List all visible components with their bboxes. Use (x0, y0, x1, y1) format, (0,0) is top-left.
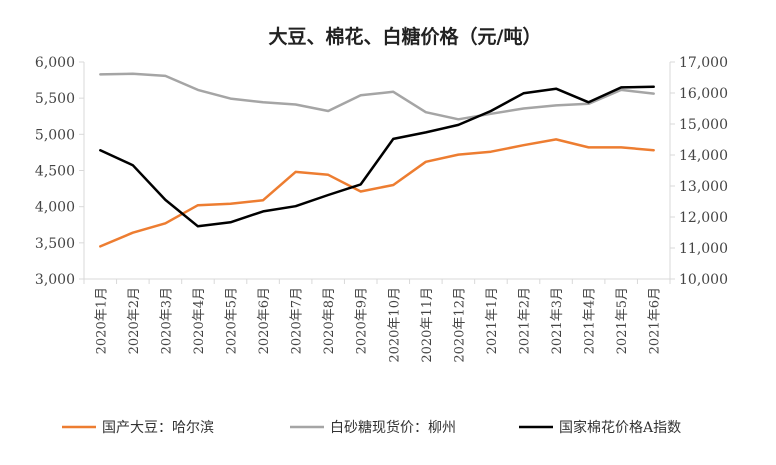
x-tick-label: 2021年4月 (583, 287, 598, 354)
right-tick-label: 11,000 (679, 241, 728, 257)
legend-label: 国产大豆：哈尔滨 (102, 420, 214, 436)
left-tick-label: 3,500 (35, 236, 75, 252)
x-tick-label: 2020年7月 (290, 287, 305, 354)
x-tick-label: 2020年3月 (159, 287, 174, 354)
x-tick-label: 2021年2月 (518, 287, 533, 354)
left-tick-label: 5,500 (35, 91, 75, 107)
legend-label: 国家棉花价格A指数 (559, 419, 681, 436)
x-tick-label: 2021年6月 (648, 287, 663, 354)
x-tick-label: 2020年11月 (420, 287, 435, 363)
x-tick-label: 2020年10月 (387, 287, 402, 363)
x-tick-label: 2020年5月 (225, 287, 240, 354)
x-tick-label: 2020年6月 (257, 287, 272, 354)
axes: 3,000 3,500 4,000 4,500 5,000 5,500 6,000 10,00… (35, 55, 728, 363)
legend: 国产大豆：哈尔滨 白砂糖现货价：柳州 国家棉花价格A指数 (62, 419, 681, 436)
left-tick-label: 4,000 (35, 200, 75, 216)
right-tick-label: 14,000 (679, 148, 728, 164)
series-line-3 (99, 85, 655, 228)
left-tick-label: 4,500 (35, 164, 75, 180)
chart-title: 大豆、棉花、白糖价格（元/吨） (269, 25, 542, 48)
left-tick-label: 3,000 (35, 272, 75, 288)
x-tick-label: 2020年1月 (94, 287, 109, 354)
x-tick-label: 2020年8月 (322, 287, 337, 354)
x-tick-label: 2020年2月 (127, 287, 142, 354)
x-tick-label: 2021年5月 (615, 287, 630, 354)
x-tick-label: 2020年12月 (452, 287, 467, 363)
right-tick-label: 13,000 (679, 179, 728, 195)
series-line-1 (99, 138, 655, 248)
series-lines (99, 72, 655, 248)
right-tick-label: 16,000 (679, 86, 728, 102)
left-tick-label: 5,000 (35, 127, 75, 143)
series-line-2 (99, 72, 655, 121)
right-tick-label: 15,000 (679, 117, 728, 133)
left-tick-label: 6,000 (35, 55, 75, 71)
x-tick-label: 2020年4月 (192, 287, 207, 354)
x-tick-label: 2021年1月 (485, 287, 500, 354)
legend-label: 白砂糖现货价：柳州 (330, 419, 456, 436)
x-tick-label: 2020年9月 (355, 287, 370, 354)
right-tick-label: 12,000 (679, 210, 728, 226)
x-tick-label: 2021年3月 (550, 287, 565, 354)
right-tick-label: 10,000 (679, 272, 728, 288)
right-tick-label: 17,000 (679, 55, 728, 71)
